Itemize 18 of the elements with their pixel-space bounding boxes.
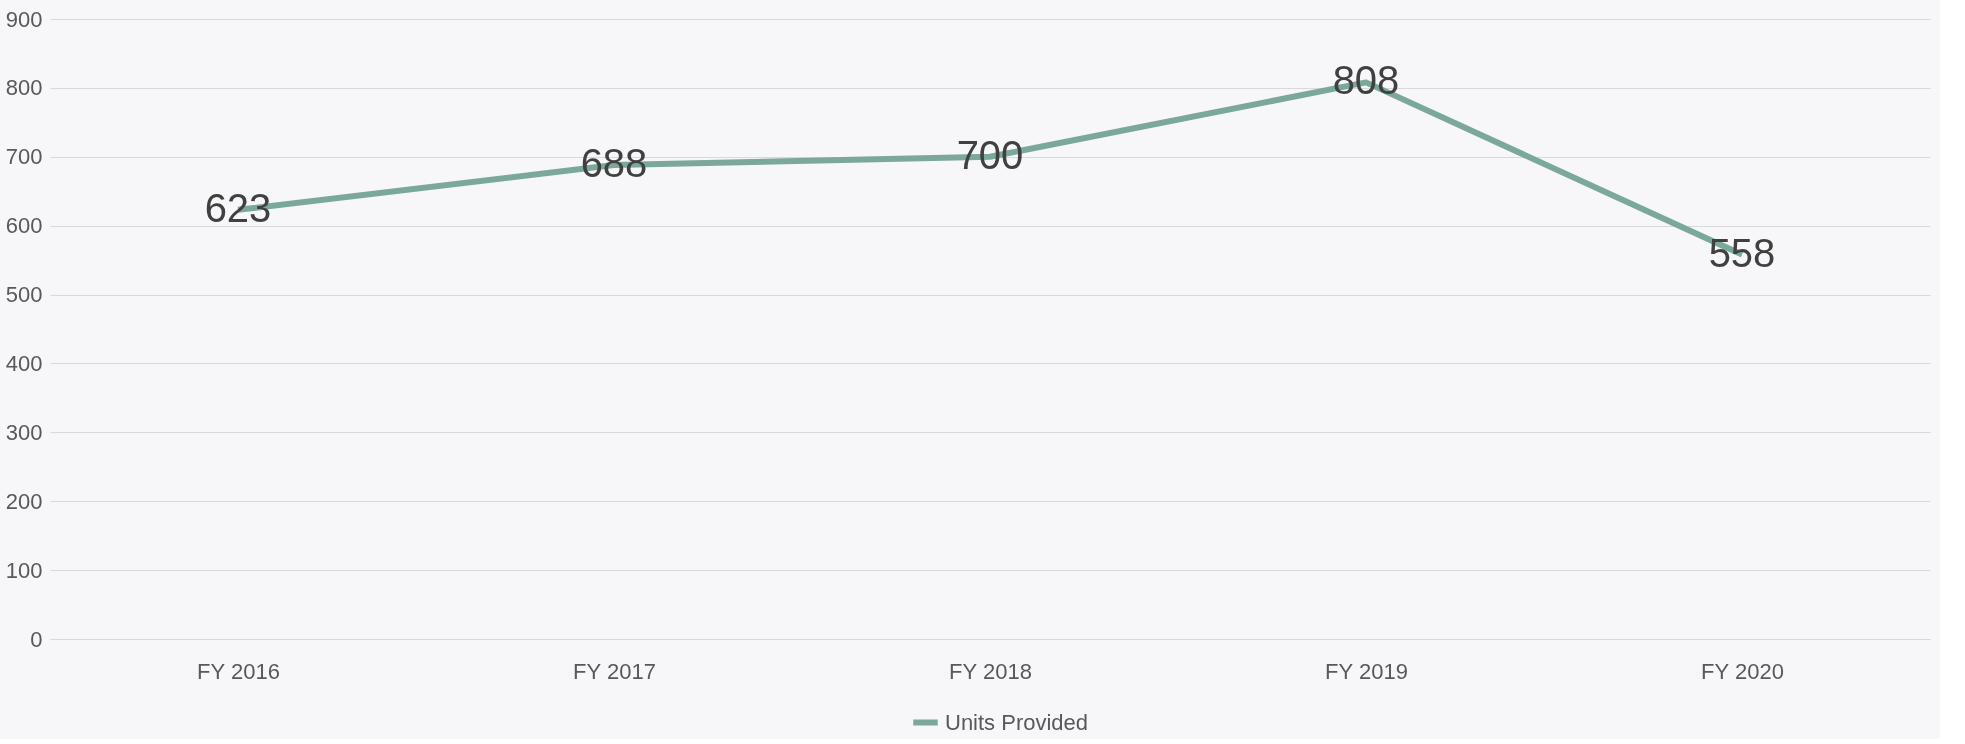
y-tick-label: 100 <box>5 557 43 583</box>
y-tick-label: 600 <box>5 213 43 239</box>
x-tick-label: FY 2018 <box>949 658 1032 684</box>
x-tick-label: FY 2019 <box>1325 658 1408 684</box>
x-tick-label: FY 2020 <box>1701 658 1784 684</box>
y-tick-label: 200 <box>5 488 43 514</box>
y-tick-label: 700 <box>5 144 43 170</box>
data-label: 558 <box>1708 230 1776 275</box>
y-tick-label: 300 <box>5 419 43 445</box>
y-tick-label: 900 <box>5 6 43 32</box>
data-label: 623 <box>204 185 272 230</box>
x-tick-label: FY 2017 <box>573 658 656 684</box>
y-tick-label: 800 <box>5 75 43 101</box>
x-tick-label: FY 2016 <box>197 658 280 684</box>
y-tick-label: 400 <box>5 350 43 376</box>
y-tick-label: 500 <box>5 282 43 308</box>
legend-label: Units Provided <box>945 709 1089 735</box>
y-tick-label: 0 <box>30 626 43 652</box>
